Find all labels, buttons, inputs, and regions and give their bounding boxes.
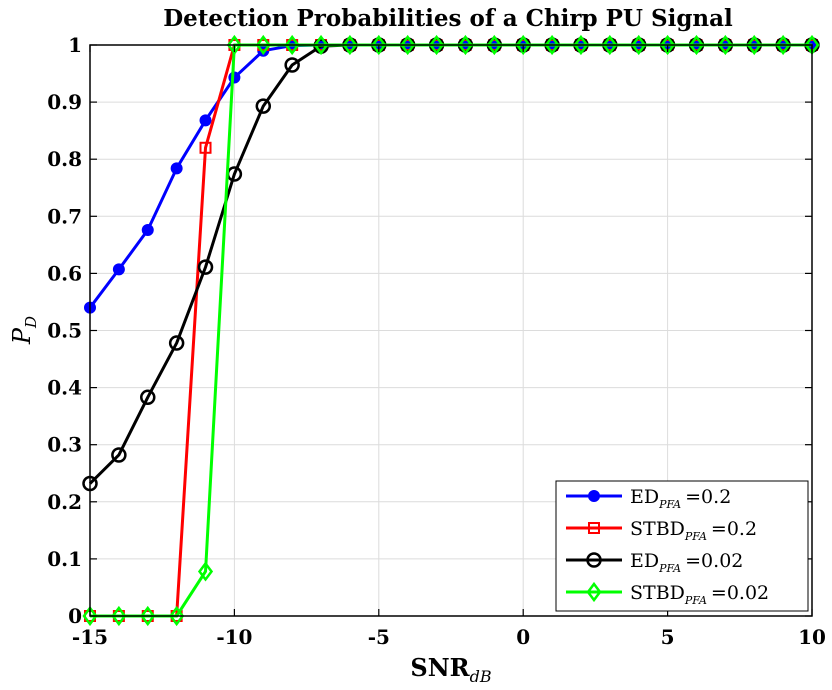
x-tick-label: -5 (368, 625, 390, 649)
legend-label-sub: PFA (684, 530, 707, 543)
x-tick-label: -15 (72, 625, 108, 649)
legend-label-value: =0.2 (711, 518, 757, 540)
data-point (111, 605, 127, 627)
data-point (168, 335, 185, 351)
y-tick-label: 0.1 (47, 547, 82, 571)
y-axis-label-main: P (8, 327, 36, 345)
legend-entry-0: EDPFA =0.2 (566, 486, 731, 511)
x-tick-label: 10 (798, 625, 826, 649)
data-point (688, 34, 705, 56)
x-axis-label-main: SNR (410, 653, 470, 682)
data-point (746, 34, 762, 56)
data-point (226, 34, 242, 56)
data-point (255, 34, 271, 56)
data-point (170, 162, 183, 175)
data-point (140, 605, 156, 627)
y-tick-label: 0.7 (47, 204, 82, 228)
y-tick-label: 1 (68, 33, 82, 57)
legend-marker (586, 552, 602, 568)
series-0 (84, 39, 818, 314)
data-point (112, 263, 125, 276)
data-point (660, 34, 676, 56)
legend-entry-2: EDPFA =0.02 (566, 550, 743, 575)
data-point (199, 114, 212, 127)
data-point (169, 605, 185, 627)
data-point (284, 57, 300, 73)
legend-label-value: =0.2 (685, 486, 731, 508)
data-point (515, 34, 531, 56)
chart-title: Detection Probabilities of a Chirp PU Si… (163, 5, 733, 32)
x-tick-label: -10 (216, 625, 252, 649)
legend-label-name: STBD (630, 582, 685, 604)
legend-label-name: STBD (630, 518, 685, 540)
data-point (228, 71, 241, 84)
legend-label: EDPFA =0.2 (630, 486, 731, 511)
data-point (631, 34, 647, 56)
data-point (457, 34, 474, 56)
legend-entry-3: STBDPFA =0.02 (566, 581, 769, 607)
tick-labels: -15 -10 -5 0 5 10 0 0.1 0.2 0.3 0.4 0.5 0.6 0.7 0.8 0.9… (47, 33, 826, 649)
y-tick-label: 0.9 (47, 90, 82, 114)
legend-label: EDPFA =0.02 (630, 550, 743, 575)
y-axis-label-sub: D (22, 316, 40, 329)
legend-label-value: =0.02 (711, 582, 769, 604)
data-point (544, 34, 560, 56)
y-tick-label: 0.5 (47, 319, 82, 343)
legend-label-name: ED (630, 486, 659, 508)
data-point (82, 605, 98, 627)
y-tick-label: 0.8 (47, 147, 82, 171)
x-tick-label: 0 (516, 625, 530, 649)
legend-label-sub: PFA (658, 562, 681, 575)
legend-label-sub: PFA (658, 498, 681, 511)
legend-label: STBDPFA =0.2 (630, 518, 757, 543)
legend-marker (588, 490, 600, 502)
y-tick-label: 0 (68, 604, 82, 628)
series-2 (82, 37, 820, 492)
y-tick-label: 0.2 (47, 490, 82, 514)
data-point (775, 34, 791, 56)
x-axis-label-sub: dB (470, 667, 492, 686)
x-axis-label: SNRdB (410, 653, 491, 686)
x-tick-label: 5 (661, 625, 675, 649)
data-point (602, 34, 618, 56)
legend-label-value: =0.02 (685, 550, 743, 572)
data-point (400, 34, 416, 56)
data-point (428, 34, 445, 56)
legend-label-name: ED (630, 550, 659, 572)
legend-marker (588, 522, 600, 534)
data-point (284, 34, 300, 56)
data-point (486, 34, 502, 56)
legend-entry-1: STBDPFA =0.2 (566, 518, 757, 543)
y-tick-label: 0.6 (47, 261, 82, 285)
legend-marker (586, 581, 602, 603)
data-point (573, 34, 589, 56)
y-axis-label: PD (8, 316, 40, 345)
data-point (140, 389, 156, 406)
data-point (111, 447, 127, 463)
data-point (313, 34, 329, 56)
data-point (342, 34, 358, 56)
legend-label: STBDPFA =0.02 (630, 582, 769, 607)
data-point (199, 141, 212, 154)
data-point (197, 561, 214, 582)
legend-label-sub: PFA (684, 594, 707, 607)
y-tick-label: 0.3 (47, 433, 82, 457)
data-point (197, 259, 214, 275)
data-point (371, 34, 387, 56)
data-point (141, 224, 154, 237)
y-tick-label: 0.4 (47, 376, 82, 400)
data-point (717, 34, 733, 56)
data-point (255, 98, 272, 114)
